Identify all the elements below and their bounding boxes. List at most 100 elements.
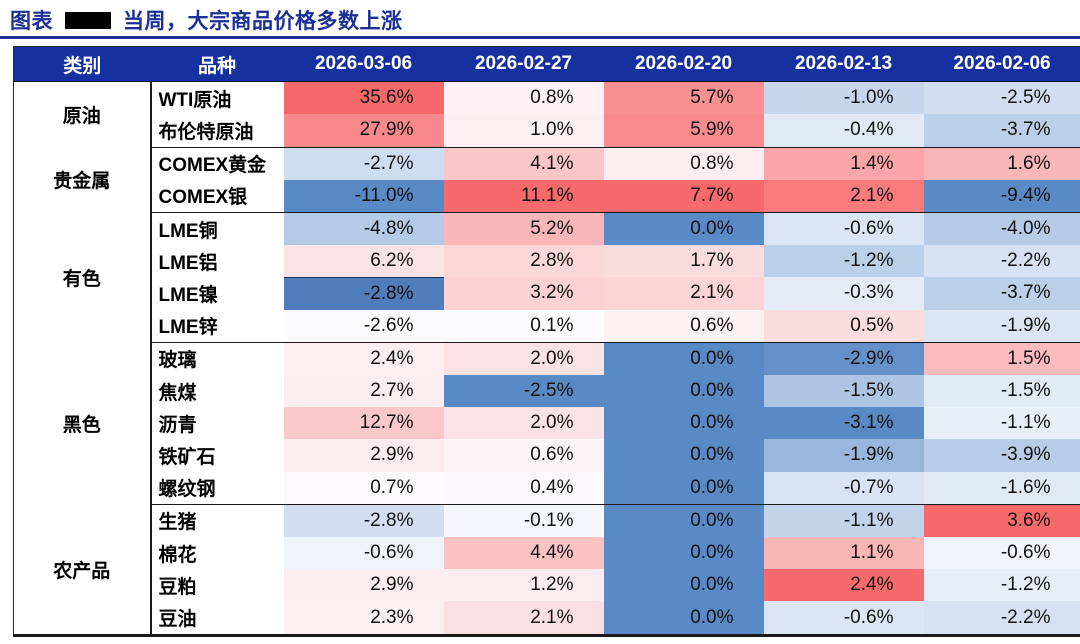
figure-title: 图表 当周，大宗商品价格多数上涨	[10, 5, 403, 35]
value-cell: 2.4%	[283, 341, 444, 376]
value-cell: -2.8%	[283, 503, 444, 538]
commodity-name-cell: LME铝	[150, 245, 284, 278]
value-cell: -1.2%	[923, 569, 1080, 602]
commodity-name-cell: 焦煤	[150, 375, 284, 408]
value-cell: 0.0%	[603, 471, 764, 505]
table-row: 贵金属 COMEX黄金 -2.7% 4.1% 0.8% 1.4% 1.6%	[13, 146, 1080, 213]
column-header: 类别	[13, 46, 151, 82]
value-cell: -4.8%	[283, 212, 444, 246]
value-cell: -0.6%	[923, 537, 1080, 570]
value-cell: 7.7%	[603, 179, 764, 213]
value-cell: -1.5%	[923, 375, 1080, 408]
value-cell: -0.4%	[763, 114, 924, 147]
value-cell: -11.0%	[283, 179, 444, 213]
value-cell: 35.6%	[283, 81, 444, 115]
value-cell: -2.5%	[923, 81, 1080, 115]
value-cell: -3.1%	[763, 407, 924, 440]
value-cell: -2.8%	[283, 276, 444, 310]
table-row: 铁矿石 2.9% 0.6% 0.0% -1.9% -3.9%	[14, 439, 1080, 472]
value-cell: 1.5%	[923, 341, 1080, 376]
value-cell: 5.7%	[603, 81, 764, 115]
commodity-name-cell: 布伦特原油	[150, 114, 284, 147]
value-cell: -1.5%	[763, 375, 924, 408]
commodity-name-cell: 棉花	[150, 537, 284, 570]
value-cell: 2.1%	[443, 601, 604, 636]
column-header: 2026-02-13	[763, 46, 924, 82]
value-cell: 1.6%	[923, 146, 1080, 180]
value-cell: -0.1%	[443, 503, 604, 538]
category-cell: 贵金属	[13, 147, 152, 213]
category-cell: 有色	[13, 212, 152, 343]
value-cell: 0.0%	[603, 439, 764, 472]
value-cell: 2.1%	[763, 179, 924, 213]
value-cell: 0.0%	[603, 569, 764, 602]
value-cell: -9.4%	[923, 179, 1080, 213]
value-cell: 2.4%	[763, 569, 924, 602]
table-row: LME锌 -2.6% 0.1% 0.6% 0.5% -1.9%	[14, 309, 1080, 343]
table-row: COMEX银 -11.0% 11.1% 7.7% 2.1% -9.4%	[14, 179, 1080, 213]
commodity-name-cell: COMEX银	[150, 179, 284, 213]
value-cell: 0.0%	[603, 503, 764, 538]
title-underline	[0, 36, 1080, 39]
value-cell: -2.2%	[923, 245, 1080, 278]
value-cell: 0.6%	[603, 309, 764, 343]
commodity-name-cell: 螺纹钢	[150, 471, 284, 505]
value-cell: 0.0%	[603, 341, 764, 376]
table-row: 农产品 生猪 -2.8% -0.1% 0.0% -1.1% 3.6%	[13, 503, 1080, 636]
column-header: 2026-02-20	[603, 46, 764, 82]
table-row: 沥青 12.7% 2.0% 0.0% -3.1% -1.1%	[14, 407, 1080, 440]
value-cell: 2.7%	[283, 375, 444, 408]
commodity-name-cell: 豆油	[150, 601, 284, 636]
value-cell: 1.4%	[763, 146, 924, 180]
value-cell: 0.0%	[603, 537, 764, 570]
commodity-name-cell: LME铜	[150, 212, 284, 246]
figure-label: 图表	[10, 10, 53, 33]
value-cell: 0.0%	[603, 212, 764, 246]
table-row: LME镍 -2.8% 3.2% 2.1% -0.3% -3.7%	[14, 276, 1080, 310]
commodity-name-cell: 生猪	[150, 503, 284, 538]
value-cell: 0.0%	[603, 407, 764, 440]
value-cell: 2.8%	[443, 245, 604, 278]
value-cell: -1.9%	[923, 309, 1080, 343]
value-cell: -1.6%	[923, 471, 1080, 505]
table-row: 豆粕 2.9% 1.2% 0.0% 2.4% -1.2%	[14, 569, 1080, 602]
category-cell: 黑色	[13, 342, 152, 505]
value-cell: 4.4%	[443, 537, 604, 570]
value-cell: 0.8%	[443, 81, 604, 115]
value-cell: 0.6%	[443, 439, 604, 472]
value-cell: -3.7%	[923, 114, 1080, 147]
value-cell: -0.3%	[763, 277, 924, 310]
value-cell: -0.6%	[763, 212, 924, 246]
value-cell: 12.7%	[283, 407, 444, 440]
commodity-name-cell: 沥青	[150, 407, 284, 440]
value-cell: -0.6%	[283, 537, 444, 570]
value-cell: -4.0%	[923, 212, 1080, 246]
value-cell: -2.6%	[283, 309, 444, 343]
commodity-name-cell: COMEX黄金	[150, 146, 284, 180]
value-cell: 6.2%	[283, 245, 444, 278]
value-cell: 27.9%	[283, 114, 444, 147]
table-row: 黑色 玻璃 2.4% 2.0% 0.0% -2.9% 1.5%	[13, 341, 1080, 505]
value-cell: -0.6%	[763, 601, 924, 636]
value-cell: 2.0%	[443, 407, 604, 440]
table-row: LME铝 6.2% 2.8% 1.7% -1.2% -2.2%	[14, 245, 1080, 278]
value-cell: 1.1%	[763, 537, 924, 570]
value-cell: 0.0%	[603, 375, 764, 408]
value-cell: 5.9%	[603, 114, 764, 147]
table-row: 棉花 -0.6% 4.4% 0.0% 1.1% -0.6%	[14, 537, 1080, 570]
value-cell: -1.0%	[763, 81, 924, 115]
table-row: 有色 LME铜 -4.8% 5.2% 0.0% -0.6% -4.0%	[13, 212, 1080, 343]
value-cell: 2.0%	[443, 341, 604, 376]
value-cell: 0.7%	[283, 471, 444, 505]
value-cell: 11.1%	[443, 179, 604, 213]
value-cell: -1.1%	[923, 407, 1080, 440]
column-header: 2026-02-06	[923, 46, 1080, 82]
table-row: 豆油 2.3% 2.1% 0.0% -0.6% -2.2%	[14, 601, 1080, 636]
table-row: 螺纹钢 0.7% 0.4% 0.0% -0.7% -1.6%	[14, 471, 1080, 505]
value-cell: -3.9%	[923, 439, 1080, 472]
figure-title-text: 当周，大宗商品价格多数上涨	[123, 10, 403, 33]
value-cell: -1.1%	[763, 503, 924, 538]
value-cell: 3.2%	[443, 277, 604, 310]
column-header: 2026-03-06	[283, 46, 444, 82]
value-cell: 4.1%	[443, 146, 604, 180]
